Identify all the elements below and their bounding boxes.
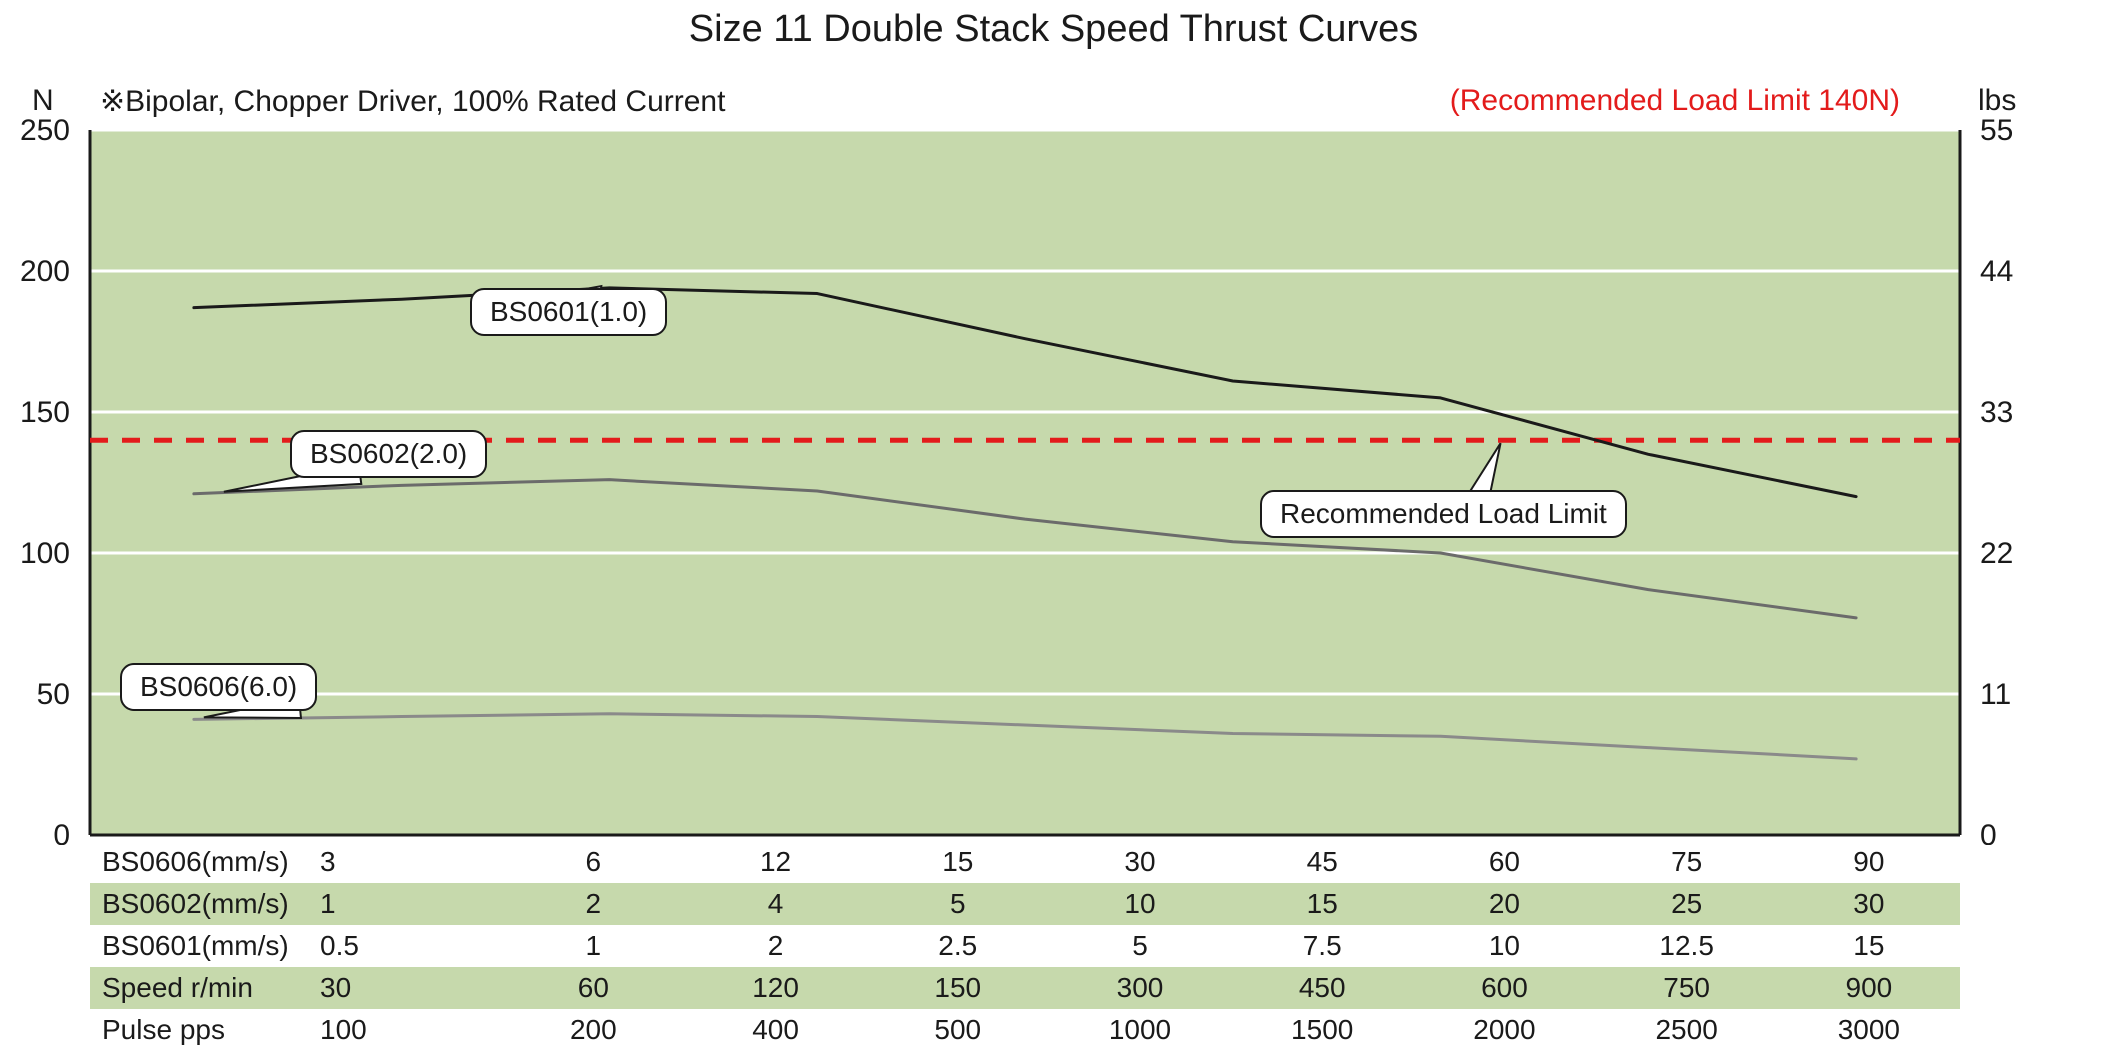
x-axis-cell: 300 <box>1049 967 1231 1009</box>
x-axis-cell: 2 <box>684 925 866 967</box>
series-label-bs0602: BS0602(2.0) <box>290 430 487 478</box>
x-axis-cell: 100 <box>320 1009 502 1051</box>
svg-text:250: 250 <box>20 114 70 147</box>
svg-text:33: 33 <box>1980 396 2013 429</box>
x-axis-row-label: BS0601(mm/s) <box>90 925 320 967</box>
svg-text:0: 0 <box>53 819 70 845</box>
svg-text:22: 22 <box>1980 537 2013 570</box>
x-axis-cell: 3000 <box>1778 1009 1960 1051</box>
x-axis-cell: 1000 <box>1049 1009 1231 1051</box>
x-axis-cell: 90 <box>1778 841 1960 883</box>
x-axis-cell: 750 <box>1596 967 1778 1009</box>
x-axis-row-label: Pulse pps <box>90 1009 320 1051</box>
x-axis-table: BS0606(mm/s)3612153045607590BS0602(mm/s)… <box>90 841 1960 1051</box>
x-axis-cell: 30 <box>1049 841 1231 883</box>
x-axis-cell: 15 <box>1231 883 1413 925</box>
x-axis-cell: 12 <box>684 841 866 883</box>
x-axis-cell: 45 <box>1231 841 1413 883</box>
x-axis-cell: 500 <box>867 1009 1049 1051</box>
x-axis-cell: 0.5 <box>320 925 502 967</box>
x-axis-cell: 6 <box>502 841 684 883</box>
x-axis-cell: 60 <box>1413 841 1595 883</box>
x-axis-cell: 2000 <box>1413 1009 1595 1051</box>
x-axis-cell: 30 <box>1778 883 1960 925</box>
chart-container: Size 11 Double Stack Speed Thrust Curves… <box>0 0 2107 1064</box>
series-label-bs0601: BS0601(1.0) <box>470 288 667 336</box>
x-axis-cell: 60 <box>502 967 684 1009</box>
x-axis-cell: 7.5 <box>1231 925 1413 967</box>
x-axis-cell: 25 <box>1596 883 1778 925</box>
svg-text:200: 200 <box>20 255 70 288</box>
svg-text:100: 100 <box>20 537 70 570</box>
svg-text:11: 11 <box>1980 678 2011 711</box>
x-axis-cell: 1 <box>502 925 684 967</box>
x-axis-cell: 900 <box>1778 967 1960 1009</box>
x-axis-cell: 4 <box>684 883 866 925</box>
x-axis-cell: 2 <box>502 883 684 925</box>
x-axis-cell: 150 <box>867 967 1049 1009</box>
series-label-bs0606: BS0606(6.0) <box>120 663 317 711</box>
svg-text:0: 0 <box>1980 819 1997 845</box>
x-axis-cell: 1500 <box>1231 1009 1413 1051</box>
x-axis-cell: 2500 <box>1596 1009 1778 1051</box>
x-axis-cell: 15 <box>867 841 1049 883</box>
x-axis-cell: 12.5 <box>1596 925 1778 967</box>
x-axis-cell: 5 <box>867 883 1049 925</box>
x-axis-cell: 400 <box>684 1009 866 1051</box>
x-axis-cell: 10 <box>1049 883 1231 925</box>
svg-text:44: 44 <box>1980 255 2013 288</box>
x-axis-cell: 120 <box>684 967 866 1009</box>
x-axis-row-label: BS0602(mm/s) <box>90 883 320 925</box>
svg-text:150: 150 <box>20 396 70 429</box>
x-axis-cell: 2.5 <box>867 925 1049 967</box>
chart-svg: 0 0 50 11 100 22 150 33 200 44 250 55 <box>0 0 2107 845</box>
x-axis-cell: 10 <box>1413 925 1595 967</box>
x-axis-cell: 15 <box>1778 925 1960 967</box>
x-axis-cell: 20 <box>1413 883 1595 925</box>
x-axis-cell: 200 <box>502 1009 684 1051</box>
x-axis-cell: 3 <box>320 841 502 883</box>
x-axis-row-label: Speed r/min <box>90 967 320 1009</box>
x-axis-cell: 5 <box>1049 925 1231 967</box>
x-axis-cell: 75 <box>1596 841 1778 883</box>
x-axis-cell: 30 <box>320 967 502 1009</box>
x-axis-cell: 450 <box>1231 967 1413 1009</box>
load-limit-label: Recommended Load Limit <box>1260 490 1627 538</box>
x-axis-row-label: BS0606(mm/s) <box>90 841 320 883</box>
x-axis-cell: 1 <box>320 883 502 925</box>
svg-text:55: 55 <box>1980 114 2013 147</box>
svg-text:50: 50 <box>37 678 70 711</box>
x-axis-cell: 600 <box>1413 967 1595 1009</box>
